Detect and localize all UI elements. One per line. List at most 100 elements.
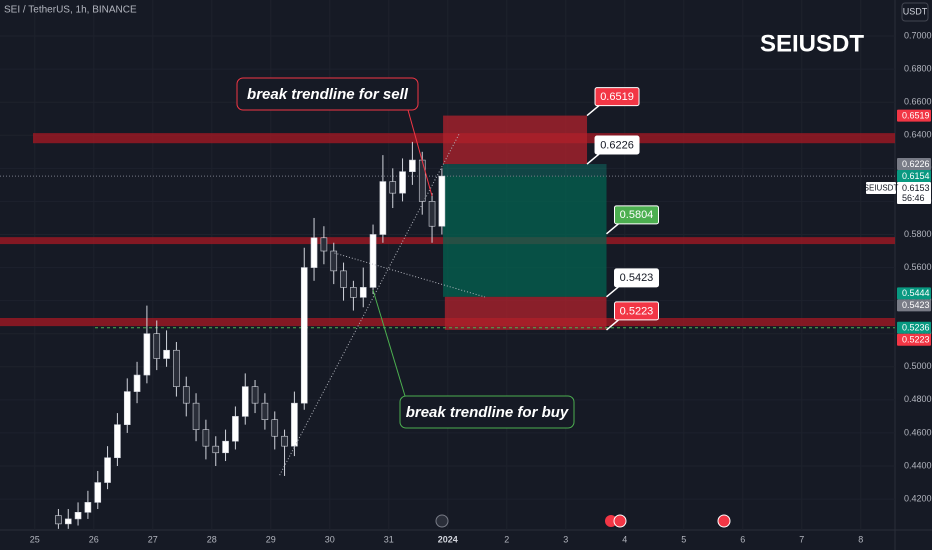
- callout-tail: [606, 286, 619, 298]
- callout-tail: [586, 153, 600, 165]
- event-icons: [435, 514, 731, 528]
- price-label: 0.5444: [902, 288, 930, 298]
- annotation-box: [399, 395, 575, 429]
- x-tick-label: 27: [148, 534, 158, 544]
- candle-body: [104, 457, 111, 483]
- trendline: [334, 252, 486, 298]
- candle-body: [55, 515, 62, 525]
- y-tick-label: 0.6400: [904, 130, 932, 140]
- price-label: 0.6226: [902, 159, 930, 169]
- y-tick-label: 0.4400: [904, 460, 932, 470]
- candle-body: [300, 267, 308, 404]
- callout-label: 0.5423: [620, 272, 654, 284]
- callout-box: [613, 301, 659, 321]
- price-label-bg: [897, 182, 931, 205]
- y-tick-label: 0.4600: [904, 427, 932, 437]
- currency: USDT: [903, 6, 928, 16]
- candle-body: [74, 512, 82, 520]
- price-label: 0.6153: [902, 183, 930, 193]
- countdown: 56:46: [902, 193, 925, 203]
- price-label-bg: [897, 158, 931, 171]
- candle-body: [428, 201, 436, 227]
- price-label: 0.5223: [902, 335, 930, 345]
- candle-body: [163, 349, 170, 359]
- candle-body: [64, 518, 72, 525]
- price-label-bg: [897, 299, 931, 312]
- x-tick-label: 5: [681, 534, 686, 544]
- symbol-tag-bg: [866, 182, 896, 195]
- callout-tail: [606, 223, 619, 235]
- candle-body: [418, 159, 426, 202]
- x-tick-label: 3: [563, 534, 568, 544]
- candle-body: [212, 445, 220, 454]
- x-tick-label: 30: [325, 534, 335, 544]
- candle-body: [310, 237, 318, 268]
- callout-label: 0.6519: [600, 91, 634, 103]
- overlay: 0.6519 0.6226 0.5804 0.5423 0.5223 break tren…: [236, 77, 659, 476]
- x-tick-label: 2: [504, 534, 509, 544]
- annotation-text: break trendline for buy: [406, 404, 569, 421]
- x-tick-label: 2024: [438, 534, 458, 544]
- callout-box: [594, 87, 640, 107]
- event-icon: [613, 514, 627, 528]
- price-label: 0.6519: [902, 110, 930, 120]
- candle-body: [182, 386, 190, 404]
- price-label: 0.6154: [902, 171, 930, 181]
- y-tick-label: 0.4200: [904, 493, 932, 503]
- annotation-box: [236, 77, 419, 111]
- y-tick-label: 0.7000: [904, 30, 932, 40]
- callout-box: [613, 205, 659, 225]
- candle-body: [133, 374, 141, 392]
- symbol-tag: SEIUSDT: [864, 184, 899, 193]
- y-tick-label: 0.4800: [904, 394, 932, 404]
- event-icon: [605, 515, 617, 527]
- candle-body: [340, 270, 347, 288]
- candle-body: [114, 424, 121, 459]
- candle-body: [399, 171, 406, 194]
- annotation-text: break trendline for sell: [247, 86, 409, 103]
- candle-body: [222, 440, 229, 454]
- candle-body: [409, 159, 416, 172]
- candle-body: [438, 175, 446, 227]
- candle-body: [291, 402, 298, 447]
- x-tick-label: 7: [799, 534, 804, 544]
- annotation-leader: [372, 289, 406, 397]
- price-label-bg: [897, 109, 931, 122]
- candle-body: [192, 402, 200, 430]
- callout-label: 0.6226: [600, 139, 634, 151]
- callout-label: 0.5804: [620, 209, 654, 221]
- candle-body: [251, 386, 259, 404]
- callout-box: [613, 268, 659, 288]
- price-label: 0.5236: [902, 323, 930, 333]
- annotation-leader: [407, 109, 433, 197]
- candle-body: [202, 429, 210, 447]
- event-icon: [435, 514, 449, 528]
- candle-body: [173, 349, 180, 387]
- price-label-bg: [897, 321, 931, 334]
- candle-body: [123, 391, 131, 425]
- currency-box: [901, 2, 929, 22]
- y-tick-label: 0.5600: [904, 262, 932, 272]
- x-tick-label: 26: [89, 534, 99, 544]
- x-tick-label: 29: [266, 534, 276, 544]
- candle-body: [320, 237, 328, 252]
- candle-body: [369, 234, 377, 288]
- candle-body: [330, 250, 338, 272]
- candle-body: [389, 181, 397, 194]
- candle-body: [359, 287, 367, 298]
- candle-body: [281, 435, 288, 447]
- callout-box: [594, 135, 640, 155]
- candle-body: [379, 181, 387, 235]
- y-tick-label: 0.5000: [904, 361, 932, 371]
- callout-tail: [606, 319, 619, 331]
- plot: [0, 115, 895, 529]
- y-tick-label: 0.6800: [904, 63, 932, 73]
- candle-body: [232, 416, 239, 442]
- callout-label: 0.5223: [620, 305, 654, 317]
- position-box: [444, 296, 607, 330]
- price-label-bg: [897, 287, 931, 300]
- callout-tail: [586, 105, 600, 117]
- symbol-title: SEI / TetherUS, 1h, BINANCE: [4, 5, 137, 16]
- candle-body: [241, 386, 249, 417]
- x-tick-label: 31: [384, 534, 394, 544]
